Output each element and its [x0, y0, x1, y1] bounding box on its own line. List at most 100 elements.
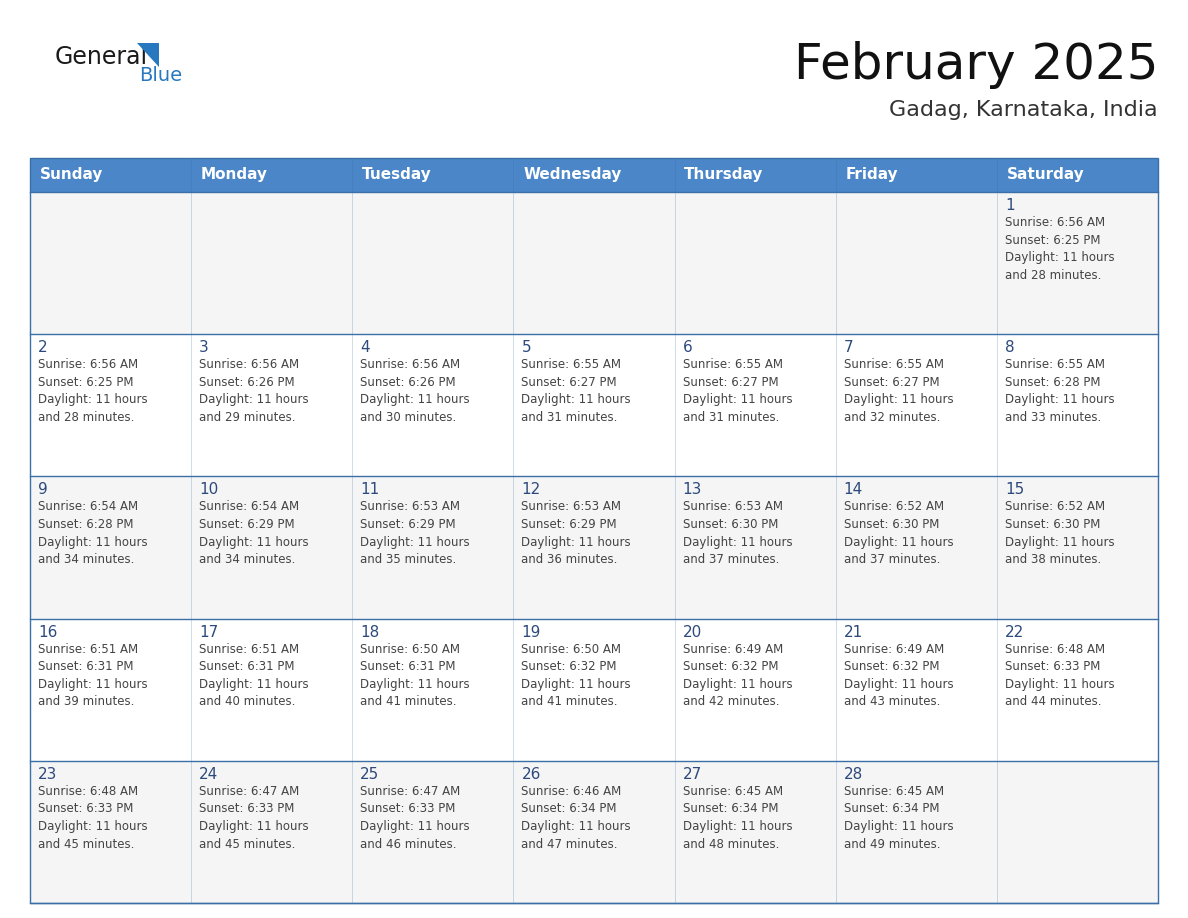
Text: Sunset: 6:30 PM: Sunset: 6:30 PM	[683, 518, 778, 531]
Text: Daylight: 11 hours: Daylight: 11 hours	[522, 677, 631, 690]
Text: and 39 minutes.: and 39 minutes.	[38, 695, 134, 709]
Bar	[30, 476, 1158, 619]
Text: and 31 minutes.: and 31 minutes.	[522, 411, 618, 424]
Text: Sunset: 6:30 PM: Sunset: 6:30 PM	[843, 518, 939, 531]
Text: 15: 15	[1005, 482, 1024, 498]
Text: Daylight: 11 hours: Daylight: 11 hours	[843, 393, 953, 407]
Text: Sunset: 6:31 PM: Sunset: 6:31 PM	[360, 660, 456, 673]
Text: Thursday: Thursday	[684, 167, 764, 183]
Text: Gadag, Karnataka, India: Gadag, Karnataka, India	[890, 100, 1158, 120]
Text: Daylight: 11 hours: Daylight: 11 hours	[200, 535, 309, 549]
Text: Sunrise: 6:56 AM: Sunrise: 6:56 AM	[360, 358, 461, 371]
Text: 20: 20	[683, 624, 702, 640]
Text: Daylight: 11 hours: Daylight: 11 hours	[522, 535, 631, 549]
Text: Friday: Friday	[846, 167, 898, 183]
Text: Sunset: 6:29 PM: Sunset: 6:29 PM	[200, 518, 295, 531]
Bar	[30, 158, 1158, 903]
Text: Daylight: 11 hours: Daylight: 11 hours	[200, 393, 309, 407]
Text: Sunrise: 6:56 AM: Sunrise: 6:56 AM	[1005, 216, 1105, 229]
Text: Saturday: Saturday	[1006, 167, 1085, 183]
Text: and 28 minutes.: and 28 minutes.	[38, 411, 134, 424]
Text: Daylight: 11 hours: Daylight: 11 hours	[38, 393, 147, 407]
Text: 7: 7	[843, 341, 853, 355]
Text: Sunset: 6:29 PM: Sunset: 6:29 PM	[360, 518, 456, 531]
Text: 10: 10	[200, 482, 219, 498]
Text: Sunrise: 6:56 AM: Sunrise: 6:56 AM	[200, 358, 299, 371]
Text: Sunrise: 6:49 AM: Sunrise: 6:49 AM	[683, 643, 783, 655]
Text: 2: 2	[38, 341, 48, 355]
Text: Sunrise: 6:52 AM: Sunrise: 6:52 AM	[1005, 500, 1105, 513]
Text: Sunrise: 6:48 AM: Sunrise: 6:48 AM	[1005, 643, 1105, 655]
Text: Daylight: 11 hours: Daylight: 11 hours	[1005, 252, 1114, 264]
Text: Daylight: 11 hours: Daylight: 11 hours	[360, 677, 470, 690]
Bar	[30, 334, 1158, 476]
Text: Daylight: 11 hours: Daylight: 11 hours	[360, 393, 470, 407]
Text: Sunrise: 6:56 AM: Sunrise: 6:56 AM	[38, 358, 138, 371]
Text: Sunrise: 6:47 AM: Sunrise: 6:47 AM	[360, 785, 461, 798]
Text: 25: 25	[360, 767, 379, 782]
Text: and 41 minutes.: and 41 minutes.	[522, 695, 618, 709]
Text: Sunrise: 6:46 AM: Sunrise: 6:46 AM	[522, 785, 621, 798]
Text: Daylight: 11 hours: Daylight: 11 hours	[843, 535, 953, 549]
Text: Sunset: 6:27 PM: Sunset: 6:27 PM	[522, 375, 617, 388]
Text: and 34 minutes.: and 34 minutes.	[38, 554, 134, 566]
Text: Sunrise: 6:55 AM: Sunrise: 6:55 AM	[683, 358, 783, 371]
Text: Sunrise: 6:52 AM: Sunrise: 6:52 AM	[843, 500, 943, 513]
Text: Tuesday: Tuesday	[362, 167, 431, 183]
Text: Daylight: 11 hours: Daylight: 11 hours	[38, 535, 147, 549]
Text: Daylight: 11 hours: Daylight: 11 hours	[522, 820, 631, 833]
Text: and 29 minutes.: and 29 minutes.	[200, 411, 296, 424]
Text: and 37 minutes.: and 37 minutes.	[843, 554, 940, 566]
Text: Sunrise: 6:54 AM: Sunrise: 6:54 AM	[38, 500, 138, 513]
Text: and 49 minutes.: and 49 minutes.	[843, 837, 940, 850]
Text: Sunset: 6:27 PM: Sunset: 6:27 PM	[843, 375, 940, 388]
Text: Daylight: 11 hours: Daylight: 11 hours	[683, 535, 792, 549]
Text: and 32 minutes.: and 32 minutes.	[843, 411, 940, 424]
Text: 24: 24	[200, 767, 219, 782]
Text: Sunrise: 6:54 AM: Sunrise: 6:54 AM	[200, 500, 299, 513]
Text: and 41 minutes.: and 41 minutes.	[360, 695, 456, 709]
Text: 8: 8	[1005, 341, 1015, 355]
Text: 12: 12	[522, 482, 541, 498]
Text: Daylight: 11 hours: Daylight: 11 hours	[843, 677, 953, 690]
Text: and 48 minutes.: and 48 minutes.	[683, 837, 779, 850]
Text: 27: 27	[683, 767, 702, 782]
Text: Sunrise: 6:45 AM: Sunrise: 6:45 AM	[683, 785, 783, 798]
Text: Monday: Monday	[201, 167, 267, 183]
Text: Sunrise: 6:51 AM: Sunrise: 6:51 AM	[38, 643, 138, 655]
Text: and 45 minutes.: and 45 minutes.	[38, 837, 134, 850]
Text: and 44 minutes.: and 44 minutes.	[1005, 695, 1101, 709]
Text: Sunset: 6:32 PM: Sunset: 6:32 PM	[683, 660, 778, 673]
Text: Daylight: 11 hours: Daylight: 11 hours	[38, 677, 147, 690]
Text: Sunset: 6:34 PM: Sunset: 6:34 PM	[843, 802, 940, 815]
Text: Sunrise: 6:53 AM: Sunrise: 6:53 AM	[360, 500, 460, 513]
Text: 1: 1	[1005, 198, 1015, 213]
Text: 18: 18	[360, 624, 379, 640]
Text: and 42 minutes.: and 42 minutes.	[683, 695, 779, 709]
Text: General: General	[55, 45, 148, 69]
Text: Daylight: 11 hours: Daylight: 11 hours	[1005, 677, 1114, 690]
Text: Sunset: 6:25 PM: Sunset: 6:25 PM	[1005, 233, 1100, 247]
Text: and 45 minutes.: and 45 minutes.	[200, 837, 296, 850]
Text: Sunrise: 6:53 AM: Sunrise: 6:53 AM	[683, 500, 783, 513]
Text: 3: 3	[200, 341, 209, 355]
Text: Daylight: 11 hours: Daylight: 11 hours	[1005, 535, 1114, 549]
Text: Sunset: 6:32 PM: Sunset: 6:32 PM	[843, 660, 940, 673]
Text: and 35 minutes.: and 35 minutes.	[360, 554, 456, 566]
Text: Sunday: Sunday	[39, 167, 103, 183]
Text: Sunset: 6:26 PM: Sunset: 6:26 PM	[360, 375, 456, 388]
Text: 11: 11	[360, 482, 379, 498]
Text: Sunrise: 6:49 AM: Sunrise: 6:49 AM	[843, 643, 944, 655]
Text: Sunset: 6:28 PM: Sunset: 6:28 PM	[1005, 375, 1100, 388]
Text: Sunset: 6:29 PM: Sunset: 6:29 PM	[522, 518, 617, 531]
Text: Sunrise: 6:50 AM: Sunrise: 6:50 AM	[360, 643, 460, 655]
Text: Sunset: 6:25 PM: Sunset: 6:25 PM	[38, 375, 133, 388]
Text: Sunset: 6:33 PM: Sunset: 6:33 PM	[200, 802, 295, 815]
Text: Sunrise: 6:51 AM: Sunrise: 6:51 AM	[200, 643, 299, 655]
Text: Daylight: 11 hours: Daylight: 11 hours	[360, 535, 470, 549]
Bar	[30, 619, 1158, 761]
Text: Sunrise: 6:55 AM: Sunrise: 6:55 AM	[1005, 358, 1105, 371]
Text: Daylight: 11 hours: Daylight: 11 hours	[683, 677, 792, 690]
Text: and 37 minutes.: and 37 minutes.	[683, 554, 779, 566]
Text: Sunset: 6:33 PM: Sunset: 6:33 PM	[38, 802, 133, 815]
